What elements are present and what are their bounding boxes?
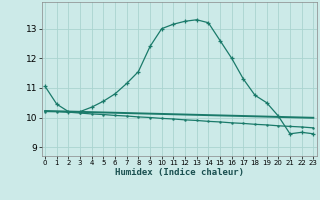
X-axis label: Humidex (Indice chaleur): Humidex (Indice chaleur) (115, 168, 244, 177)
